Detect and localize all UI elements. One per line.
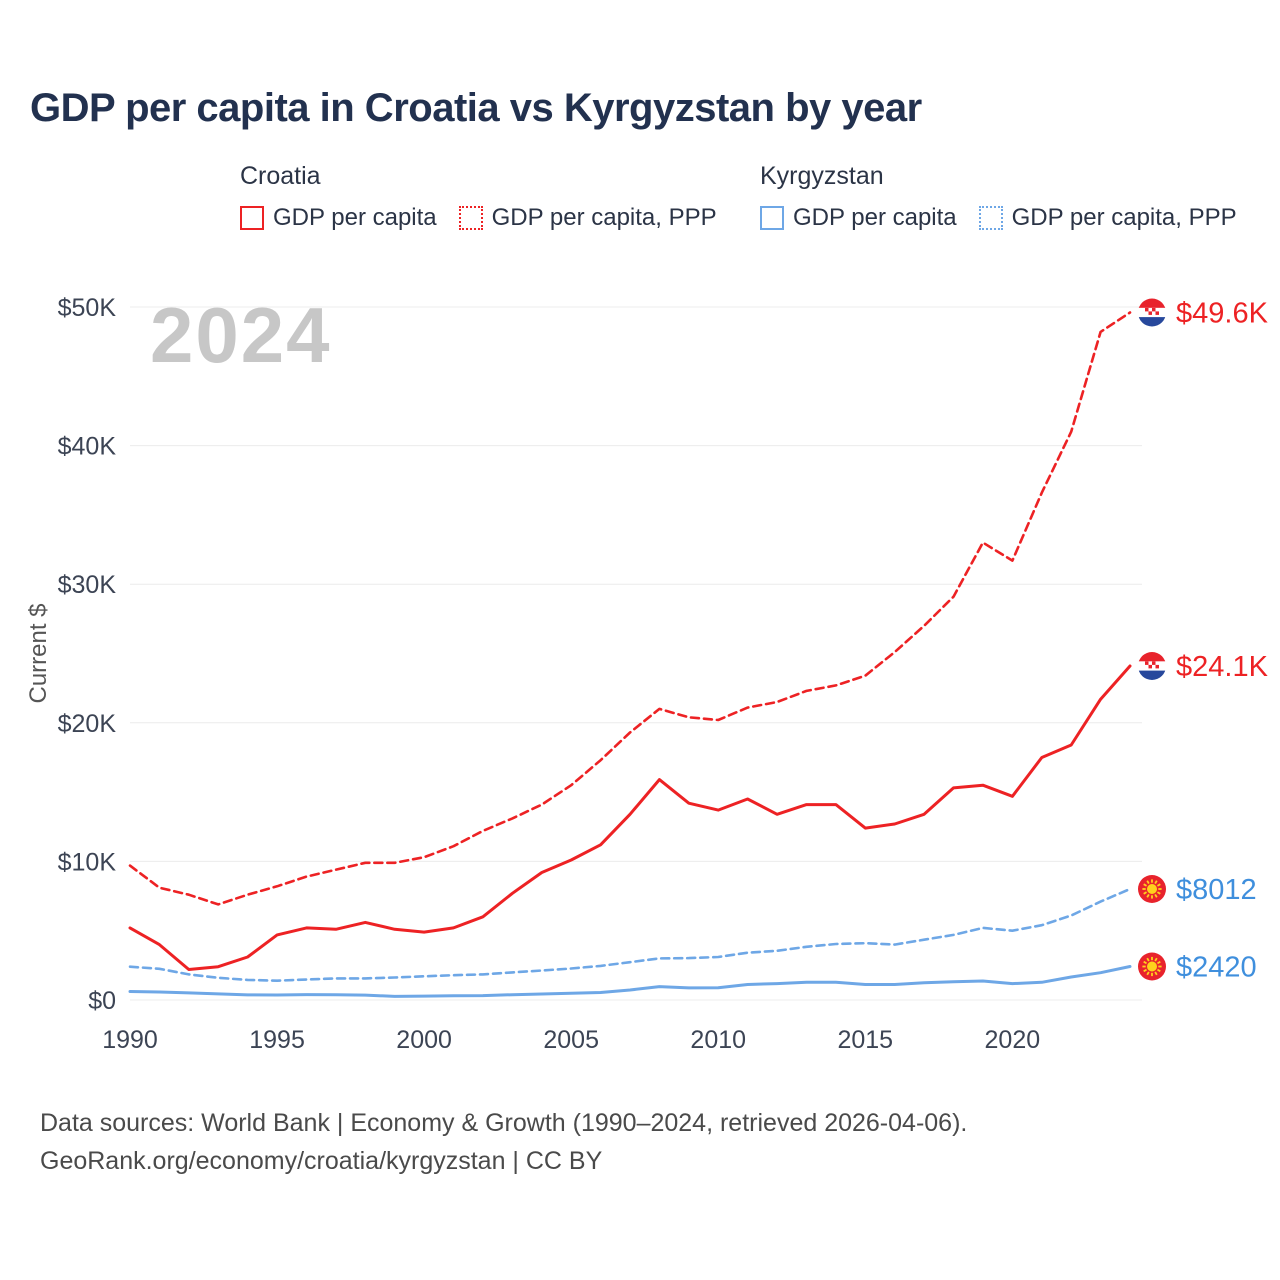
croatia-flag-icon <box>1138 652 1166 680</box>
kyrgyzstan-flag-icon <box>1138 952 1166 981</box>
kyrgyzstan-gdp-swatch-icon <box>760 206 784 230</box>
legend-country-croatia: Croatia <box>240 162 321 190</box>
x-tick-label: 2015 <box>837 1026 893 1054</box>
y-tick-label: $50K <box>58 294 117 322</box>
end-label: $24.1K <box>1176 651 1269 683</box>
legend-group-croatia: Croatia GDP per capita GDP per capita, P… <box>240 162 717 232</box>
x-tick-label: 2020 <box>985 1026 1041 1054</box>
y-axis-title: Current $ <box>25 603 52 703</box>
page-title: GDP per capita in Croatia vs Kyrgyzstan … <box>30 86 922 130</box>
x-tick-label: 1995 <box>249 1026 305 1054</box>
series-line <box>128 311 1132 906</box>
data-sources-text: Data sources: World Bank | Economy & Gro… <box>40 1109 968 1137</box>
end-label: $49.6K <box>1176 298 1269 330</box>
series-line <box>128 664 1132 971</box>
x-tick-label: 1990 <box>102 1026 158 1054</box>
year-watermark: 2024 <box>150 291 332 379</box>
legend-item-kyrgyzstan-gdp[interactable]: GDP per capita <box>760 204 957 232</box>
legend-item-label: GDP per capita <box>793 204 957 231</box>
end-label: $8012 <box>1176 874 1257 906</box>
legend-item-label: GDP per capita, PPP <box>1011 204 1237 231</box>
footer: Data sources: World Bank | Economy & Gro… <box>40 1104 967 1180</box>
kyrgyzstan-flag-icon <box>1138 875 1166 903</box>
kyrgyzstan-gdp-ppp-swatch-icon <box>978 206 1003 230</box>
y-tick-label: $30K <box>58 571 117 599</box>
croatia-gdp-swatch-icon <box>240 206 264 230</box>
attribution-text: GeoRank.org/economy/croatia/kyrgyzstan |… <box>40 1147 603 1175</box>
y-tick-label: $0 <box>88 987 116 1015</box>
y-tick-label: $20K <box>58 710 117 738</box>
y-tick-label: $40K <box>58 433 117 461</box>
legend-country-kyrgyzstan: Kyrgyzstan <box>760 162 884 190</box>
x-tick-label: 2005 <box>543 1026 599 1054</box>
x-tick-label: 2010 <box>690 1026 746 1054</box>
croatia-gdp-ppp-swatch-icon <box>458 206 483 230</box>
legend-item-label: GDP per capita <box>273 204 437 231</box>
end-label: $2420 <box>1176 951 1257 983</box>
legend-item-croatia-gdp-ppp[interactable]: GDP per capita, PPP <box>458 204 717 232</box>
legend-item-kyrgyzstan-gdp-ppp[interactable]: GDP per capita, PPP <box>978 204 1237 232</box>
y-tick-label: $10K <box>58 848 117 876</box>
legend-group-kyrgyzstan: Kyrgyzstan GDP per capita GDP per capita… <box>760 162 1237 232</box>
legend-item-label: GDP per capita, PPP <box>491 204 717 231</box>
x-tick-label: 2000 <box>396 1026 452 1054</box>
gdp-line-chart: $0 $10K $20K $30K $40K $50K 1990 1995 2000 2005 20… <box>25 294 1269 1054</box>
legend-item-croatia-gdp[interactable]: GDP per capita <box>240 204 437 232</box>
croatia-flag-icon <box>1138 298 1166 327</box>
series-line <box>128 965 1132 998</box>
series-line <box>128 887 1132 983</box>
